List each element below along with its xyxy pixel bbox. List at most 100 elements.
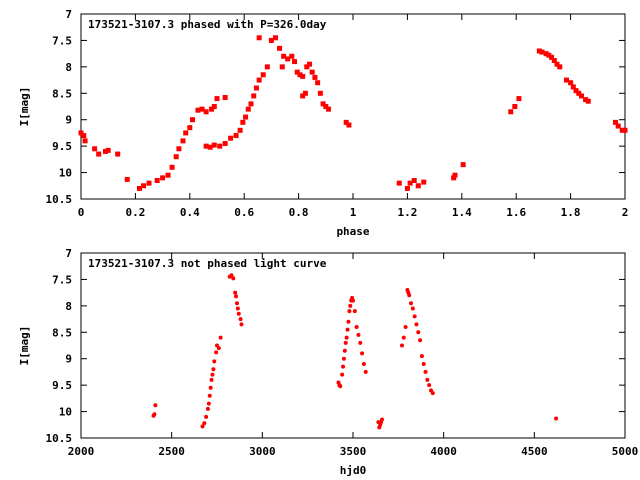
phased-data-point [585, 98, 591, 104]
phased-data-point [411, 178, 417, 183]
unphased-data-point [204, 414, 209, 419]
unphased-data-point [554, 416, 559, 421]
unphased-data-point [234, 301, 239, 306]
phased-data-point [622, 127, 628, 133]
unphased-data-point [430, 391, 435, 396]
phased-data-point [136, 185, 142, 191]
phased-data-point [222, 95, 228, 101]
unphased-y-tick-label: 7 [65, 247, 72, 260]
phased-x-tick-label: 2 [622, 206, 629, 219]
phased-data-point [92, 146, 98, 152]
unphased-data-point [342, 348, 347, 353]
phased-data-point [211, 104, 217, 109]
phased-x-tick-label: 0.8 [289, 206, 309, 219]
phased-data-point [190, 117, 196, 123]
phased-data-point [315, 80, 321, 86]
unphased-data-point [427, 383, 432, 388]
phased-data-point [557, 64, 563, 70]
unphased-x-axis-label: hjd0 [340, 464, 367, 477]
unphased-data-point [231, 276, 236, 281]
unphased-data-point [239, 322, 244, 327]
phased-data-point [309, 69, 315, 75]
unphased-data-point [152, 412, 157, 417]
phased-data-point [102, 148, 108, 154]
phased-data-point [272, 35, 278, 41]
unphased-data-point [407, 293, 412, 298]
unphased-data-point [421, 362, 426, 366]
unphased-data-point [412, 314, 417, 319]
phased-data-point [240, 119, 246, 125]
unphased-data-point [214, 350, 219, 355]
phased-y-tick-label: 10 [59, 167, 72, 180]
phased-data-point [279, 64, 285, 70]
phased-y-tick-label: 10.5 [46, 193, 73, 206]
phased-data-point [209, 106, 215, 112]
phased-data-point [619, 127, 625, 133]
phased-data-point [211, 142, 217, 148]
phased-data-point [268, 37, 274, 43]
unphased-light-curve-panel: 2000 2500 3000 3500 4000 4500 5000 7 7.5 8 8.5 9 9.5… [18, 247, 638, 477]
phased-y-tick-label: 7.5 [52, 34, 72, 47]
phased-data-point [260, 72, 266, 78]
phased-data-point [451, 175, 457, 181]
phased-data-point [233, 133, 239, 139]
phased-data-point [346, 122, 352, 128]
phased-data-point [564, 77, 570, 83]
phased-y-tick-label: 7 [65, 8, 72, 21]
unphased-y-tick-label: 7.5 [52, 273, 72, 286]
unphased-data-point [409, 301, 414, 306]
unphased-data-point [416, 330, 421, 335]
phased-data-point [551, 58, 557, 64]
unphased-data-point [399, 343, 404, 348]
phased-y-tick-label: 8 [65, 61, 72, 74]
unphased-data-point [345, 327, 350, 332]
unphased-plot-frame [80, 252, 626, 439]
unphased-data-point [414, 322, 419, 327]
unphased-data-point [210, 372, 215, 377]
unphased-data-point [418, 338, 423, 343]
phased-data-point [512, 104, 518, 109]
phased-data-point [539, 49, 545, 55]
unphased-y-tick-label: 8 [65, 300, 72, 313]
unphased-data-point [207, 393, 212, 398]
phased-data-point [323, 104, 329, 109]
unphased-data-point [211, 367, 216, 372]
unphased-data-point [346, 319, 351, 324]
phased-data-point [294, 69, 300, 75]
phased-y-tick-label: 9.5 [52, 140, 72, 153]
phased-data-point [222, 141, 228, 146]
unphased-data-point [341, 356, 346, 361]
phased-data-point [546, 52, 552, 58]
phased-data-point [568, 80, 574, 86]
unphased-data-point [233, 290, 238, 295]
unphased-data-point [208, 385, 213, 390]
phased-data-point [214, 96, 220, 102]
unphased-data-point [238, 317, 243, 322]
phased-data-point [396, 180, 402, 186]
phased-data-point [180, 138, 186, 144]
unphased-data-point [153, 403, 158, 408]
unphased-data-point [419, 354, 424, 359]
phased-data-point [256, 35, 262, 41]
unphased-data-point [229, 273, 234, 278]
phased-data-point [297, 72, 303, 78]
phased-data-point [404, 185, 410, 191]
phased-data-point [304, 64, 310, 70]
unphased-data-point [338, 384, 343, 389]
phased-data-point [195, 107, 201, 113]
unphased-plot-title: 173521-3107.3 not phased light curve [88, 257, 327, 270]
unphased-data-point [218, 335, 223, 340]
phased-data-point [78, 130, 84, 136]
phased-data-point [251, 93, 257, 99]
phased-y-axis-label: I[mag] [18, 87, 31, 127]
phased-data-point [264, 64, 270, 70]
unphased-data-point [401, 335, 406, 340]
phased-data-point [105, 147, 111, 153]
unphased-data-point [202, 421, 207, 426]
unphased-data-point [216, 346, 221, 351]
phased-data-point [615, 123, 621, 129]
phased-data-point [300, 93, 306, 99]
unphased-data-point [200, 424, 205, 429]
phased-x-tick-label: 0.2 [125, 206, 145, 219]
phased-data-point [207, 144, 213, 150]
